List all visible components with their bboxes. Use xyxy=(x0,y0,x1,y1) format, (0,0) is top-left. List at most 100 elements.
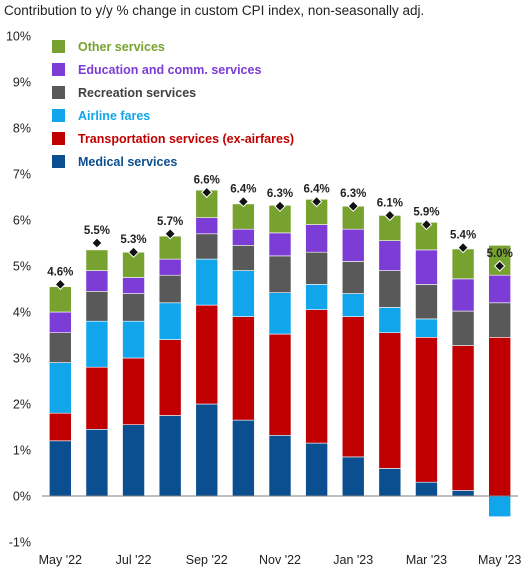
bar-segment xyxy=(268,232,292,257)
total-diamond xyxy=(493,260,506,272)
y-tick-label: 0% xyxy=(13,490,31,504)
x-tick-label: Mar '23 xyxy=(406,553,447,567)
legend: Other services Education and comm. servic… xyxy=(52,40,294,169)
bar-segment xyxy=(122,357,145,425)
legend-label: Airline fares xyxy=(78,109,150,123)
bar-segment xyxy=(232,203,255,230)
bar-segment xyxy=(49,440,72,497)
bar-segment xyxy=(85,290,109,322)
bar-segment xyxy=(305,251,328,285)
legend-swatch xyxy=(52,109,65,122)
x-tick-label: Jul '22 xyxy=(116,553,152,567)
bar-segment xyxy=(378,468,402,497)
bar-segment xyxy=(305,442,328,497)
bar-segment xyxy=(232,316,255,421)
bar-segment xyxy=(158,274,182,304)
y-tick-label: 9% xyxy=(13,76,31,90)
x-tick-label: May '23 xyxy=(478,553,521,567)
legend-swatch xyxy=(52,155,65,168)
bar-segment xyxy=(415,249,438,285)
bar-segment xyxy=(305,224,328,253)
bar-segment xyxy=(85,366,109,430)
bar-segment xyxy=(378,307,402,333)
bar-segment xyxy=(451,278,475,312)
x-tick-label: Nov '22 xyxy=(259,553,301,567)
bar-segment xyxy=(85,270,109,292)
bar-segment xyxy=(268,434,292,497)
bar-segment xyxy=(158,302,182,340)
bar-segment xyxy=(122,320,145,359)
bar-segment xyxy=(232,228,255,246)
total-label: 5.9% xyxy=(413,207,439,219)
legend-swatch xyxy=(52,63,65,76)
total-diamond xyxy=(457,241,469,254)
total-label: 6.3% xyxy=(340,188,366,200)
bar-segment xyxy=(122,424,145,497)
y-tick-label: 2% xyxy=(13,398,31,412)
total-diamond xyxy=(384,209,396,222)
bar-segment xyxy=(122,293,145,322)
bar-segment xyxy=(85,320,109,368)
y-tick-label: 3% xyxy=(13,352,31,366)
legend-swatch xyxy=(52,132,65,145)
legend-label: Education and comm. services xyxy=(78,63,261,77)
total-label: 5.4% xyxy=(450,230,476,242)
total-label: 6.4% xyxy=(304,184,330,196)
total-diamond xyxy=(54,278,67,291)
bar-segment xyxy=(122,277,145,294)
bar-segment xyxy=(232,419,255,497)
bar-segment xyxy=(378,240,402,271)
y-tick-label: 4% xyxy=(13,306,31,320)
total-diamond xyxy=(347,200,359,212)
bar-segment xyxy=(415,336,438,483)
y-tick-label: 10% xyxy=(6,30,31,44)
bar-segment xyxy=(158,339,182,416)
total-diamond xyxy=(91,237,103,249)
bar-segment xyxy=(341,456,365,497)
bar-segment xyxy=(85,249,109,271)
legend-label: Transportation services (ex-airfares) xyxy=(78,132,294,146)
bar-segment xyxy=(85,428,109,497)
total-diamond xyxy=(237,195,250,208)
x-axis: May '22 Jul '22 Sep '22 Nov '22 Jan '23 Mar '… xyxy=(39,553,522,567)
bar-segment xyxy=(49,332,72,363)
bar-segment xyxy=(415,481,438,497)
bar-segment xyxy=(451,310,475,346)
y-tick-label: 8% xyxy=(13,122,31,136)
bar-segment xyxy=(378,332,402,469)
bar-segment xyxy=(488,245,511,276)
x-tick-label: May '22 xyxy=(39,553,82,567)
bar-segment xyxy=(232,245,255,271)
total-label: 6.4% xyxy=(230,184,256,196)
bar-segment xyxy=(341,228,365,262)
bar-segment xyxy=(378,270,402,308)
total-label: 5.3% xyxy=(120,234,146,246)
y-tick-label: -1% xyxy=(9,536,31,550)
x-tick-label: Sep '22 xyxy=(186,553,228,567)
legend-swatch xyxy=(52,86,65,99)
y-tick-label: 1% xyxy=(13,444,31,458)
bar-segment xyxy=(305,284,328,310)
y-axis: -1% 0% 1% 2% 3% 4% 5% 6% 7% 8% 9% 10% xyxy=(6,30,31,550)
total-diamond xyxy=(164,228,176,240)
bar-segment xyxy=(341,293,365,317)
bar-segment xyxy=(415,284,438,320)
bar-segment xyxy=(488,495,511,518)
legend-swatch xyxy=(52,40,65,53)
bar-segment xyxy=(488,336,511,497)
bar-segment xyxy=(195,217,219,235)
bar-segment xyxy=(268,333,292,436)
bar-segment xyxy=(195,258,219,306)
total-markers: 4.6% 5.5% 5.3% 5.7% 6.6% 6.4% 6.3% 6.4% 6.3% 6.1%… xyxy=(47,174,513,291)
bar-segment xyxy=(49,311,72,334)
bar-segment xyxy=(158,415,182,497)
bar-segment xyxy=(232,270,255,317)
bar-segment xyxy=(305,309,328,444)
legend-label: Other services xyxy=(78,40,165,54)
bar-segment xyxy=(195,233,219,260)
x-tick-label: Jan '23 xyxy=(333,553,373,567)
total-label: 6.6% xyxy=(194,174,220,186)
total-label: 5.0% xyxy=(487,248,513,260)
total-diamond xyxy=(127,246,140,258)
bar-segment xyxy=(195,304,219,405)
